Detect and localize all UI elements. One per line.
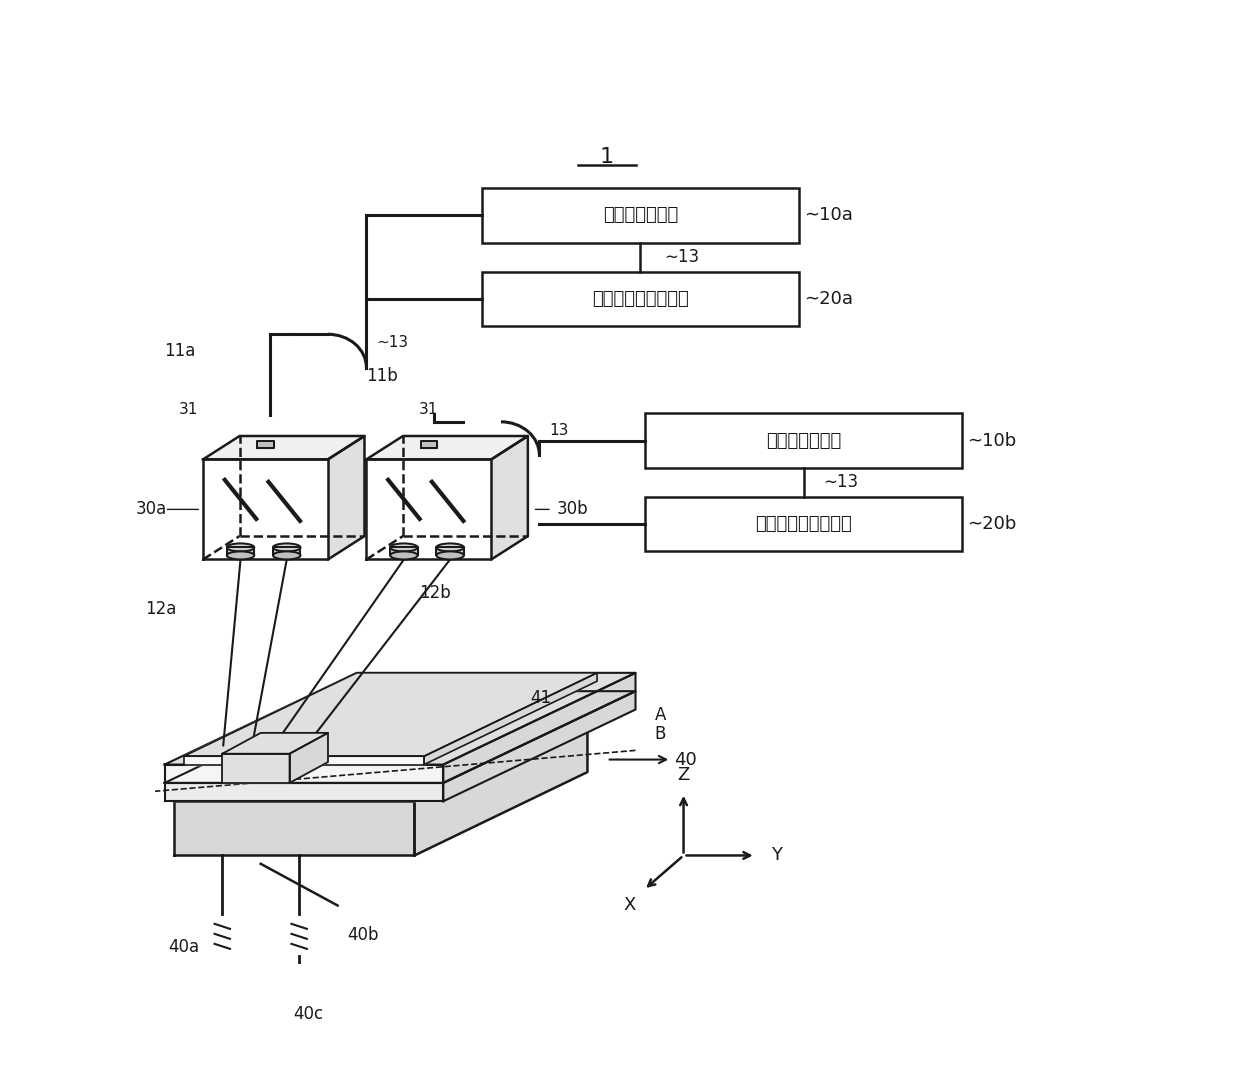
Polygon shape [165,673,635,765]
Text: 第一激光振荡器: 第一激光振荡器 [603,207,678,224]
Polygon shape [444,691,635,801]
Ellipse shape [391,551,418,560]
Text: 12a: 12a [145,600,177,618]
Polygon shape [165,765,444,783]
Polygon shape [290,733,327,783]
Polygon shape [203,459,327,560]
Text: 第二激光头控制单元: 第二激光头控制单元 [755,516,852,533]
Ellipse shape [391,544,418,551]
Text: B: B [655,725,666,743]
Text: 31: 31 [179,402,198,417]
Polygon shape [222,733,327,754]
Polygon shape [273,547,300,556]
Text: 12b: 12b [419,584,451,602]
Text: ∼20b: ∼20b [967,516,1017,533]
Bar [645,414,962,468]
Bar [481,272,799,326]
Text: 30a: 30a [136,500,167,519]
Polygon shape [165,691,635,783]
Text: 1: 1 [600,146,614,167]
Polygon shape [258,441,274,447]
Polygon shape [203,436,365,459]
Text: A: A [655,706,666,725]
Text: 第二激光振荡器: 第二激光振荡器 [766,432,841,449]
Polygon shape [444,673,635,783]
Text: ∼20a: ∼20a [804,290,853,308]
Text: 40: 40 [609,751,697,769]
Ellipse shape [273,544,300,551]
Text: X: X [624,896,636,914]
Bar [481,188,799,243]
Polygon shape [491,436,528,560]
Text: 第一激光头控制单元: 第一激光头控制单元 [591,290,688,308]
Polygon shape [436,547,464,556]
Polygon shape [174,801,414,856]
Text: ∼10b: ∼10b [967,432,1017,449]
Polygon shape [420,441,436,447]
Ellipse shape [273,551,300,560]
Text: 11b: 11b [367,367,398,384]
Polygon shape [165,783,444,801]
Bar [645,497,962,551]
Polygon shape [184,756,424,765]
Polygon shape [227,547,254,556]
Polygon shape [391,547,418,556]
Polygon shape [424,673,596,765]
Text: 40a: 40a [169,938,200,956]
Text: ∼10a: ∼10a [804,207,853,224]
Text: 11a: 11a [165,342,196,360]
Text: 41: 41 [529,689,551,707]
Text: Y: Y [771,847,782,864]
Text: ∼13: ∼13 [665,248,699,266]
Polygon shape [184,673,596,756]
Text: 40c: 40c [294,1005,324,1023]
Polygon shape [327,436,365,560]
Ellipse shape [436,544,464,551]
Polygon shape [367,459,491,560]
Ellipse shape [227,551,254,560]
Text: 40b: 40b [347,926,378,943]
Polygon shape [367,436,528,459]
Text: 30b: 30b [557,500,588,519]
Polygon shape [222,754,290,783]
Text: ∼13: ∼13 [823,473,858,492]
Text: Z: Z [677,766,689,784]
Polygon shape [414,718,588,856]
Ellipse shape [227,544,254,551]
Text: 13: 13 [549,422,568,438]
Text: 31: 31 [419,402,439,417]
Ellipse shape [436,551,464,560]
Text: ∼13: ∼13 [376,335,408,350]
Polygon shape [174,718,588,801]
